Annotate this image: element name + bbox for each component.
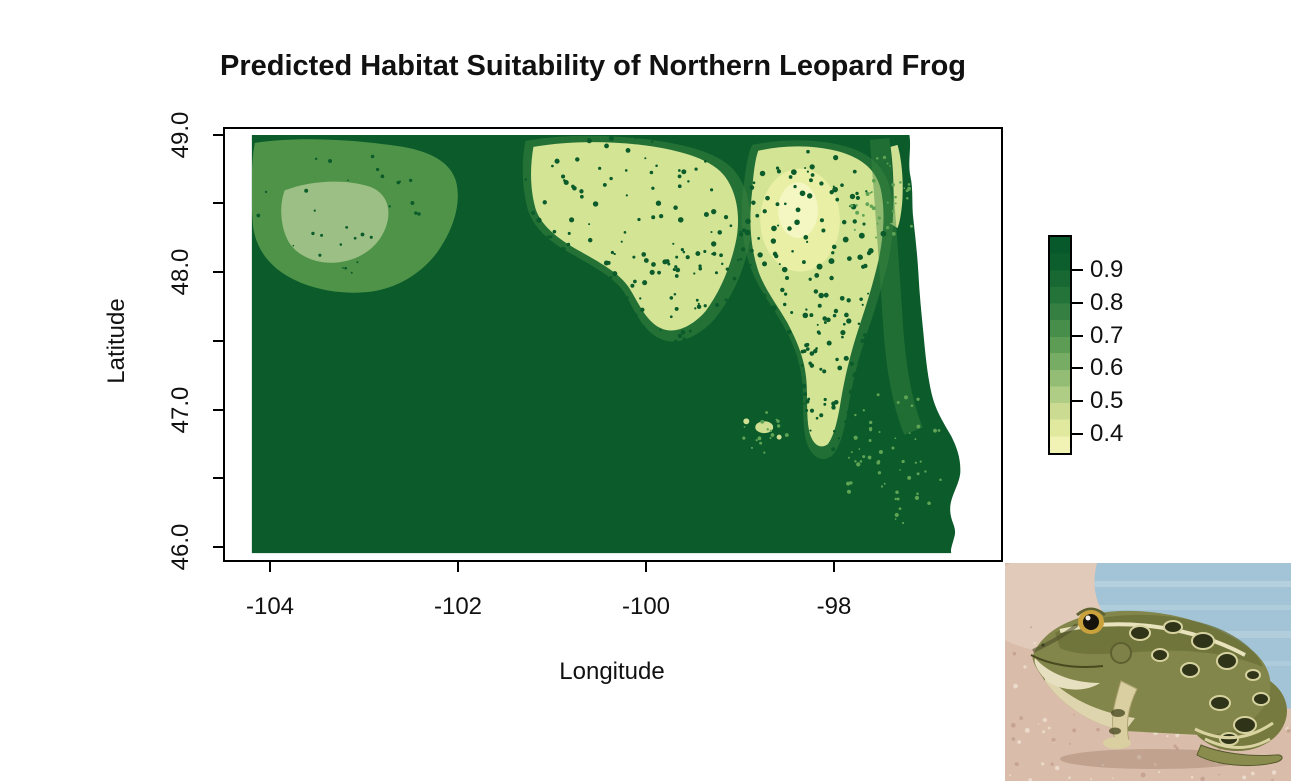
legend-tick-label: 0.5: [1090, 387, 1124, 414]
y-tick-label: 47.0: [167, 386, 194, 434]
x-tick-mark: [457, 562, 459, 572]
map-region-ne-sliver: [889, 144, 903, 229]
legend-tick-label: 0.9: [1090, 256, 1124, 283]
x-tick-mark: [645, 562, 647, 572]
map-region-central-pale: [531, 142, 739, 331]
habitat-map-raster: [251, 134, 961, 554]
y-minor-tick-mark: [213, 340, 223, 342]
x-tick-mark: [833, 562, 835, 572]
legend-tick-mark: [1072, 269, 1083, 271]
x-tick-label: -104: [245, 593, 295, 620]
y-tick-mark: [213, 134, 223, 136]
y-tick-label: 49.0: [167, 111, 194, 159]
map-speck: [776, 434, 782, 440]
y-minor-tick-mark: [213, 477, 223, 479]
legend-tick-mark: [1072, 433, 1083, 435]
x-tick-label: -100: [621, 593, 671, 620]
map-speckle-layer: [256, 134, 942, 525]
y-tick-label: 48.0: [167, 248, 194, 296]
frog-photo: [1005, 563, 1291, 781]
legend-colorbar: [1048, 235, 1072, 455]
legend-tick-mark: [1072, 367, 1083, 369]
water-streak: [1065, 605, 1291, 610]
legend-tick-label: 0.4: [1090, 420, 1124, 447]
legend-tick-label: 0.8: [1090, 289, 1124, 316]
legend-tick-mark: [1072, 302, 1083, 304]
x-tick-mark: [269, 562, 271, 572]
x-axis-title: Longitude: [559, 658, 665, 685]
x-tick-label: -102: [433, 593, 483, 620]
y-tick-mark: [213, 409, 223, 411]
frog-photo-illustration: [1005, 563, 1291, 781]
map-region-northwest-core: [281, 181, 389, 263]
plot-box: [223, 127, 1003, 562]
chart-title: Predicted Habitat Suitability of Norther…: [220, 50, 966, 82]
map-region-east-band: [869, 138, 923, 435]
frog-illustration: [1030, 607, 1287, 766]
y-tick-mark: [213, 271, 223, 273]
x-tick-label: -98: [816, 593, 852, 620]
y-axis-title: Latitude: [103, 298, 130, 384]
map-speck: [743, 418, 750, 425]
y-tick-label: 46.0: [167, 523, 194, 571]
map-region-small-pocket: [755, 421, 774, 434]
y-tick-mark: [213, 546, 223, 548]
y-minor-tick-mark: [213, 202, 223, 204]
water-streak: [1045, 581, 1291, 587]
legend-tick-label: 0.7: [1090, 322, 1124, 349]
legend-tick-label: 0.6: [1090, 354, 1124, 381]
legend-tick-mark: [1072, 400, 1083, 402]
legend-tick-mark: [1072, 335, 1083, 337]
